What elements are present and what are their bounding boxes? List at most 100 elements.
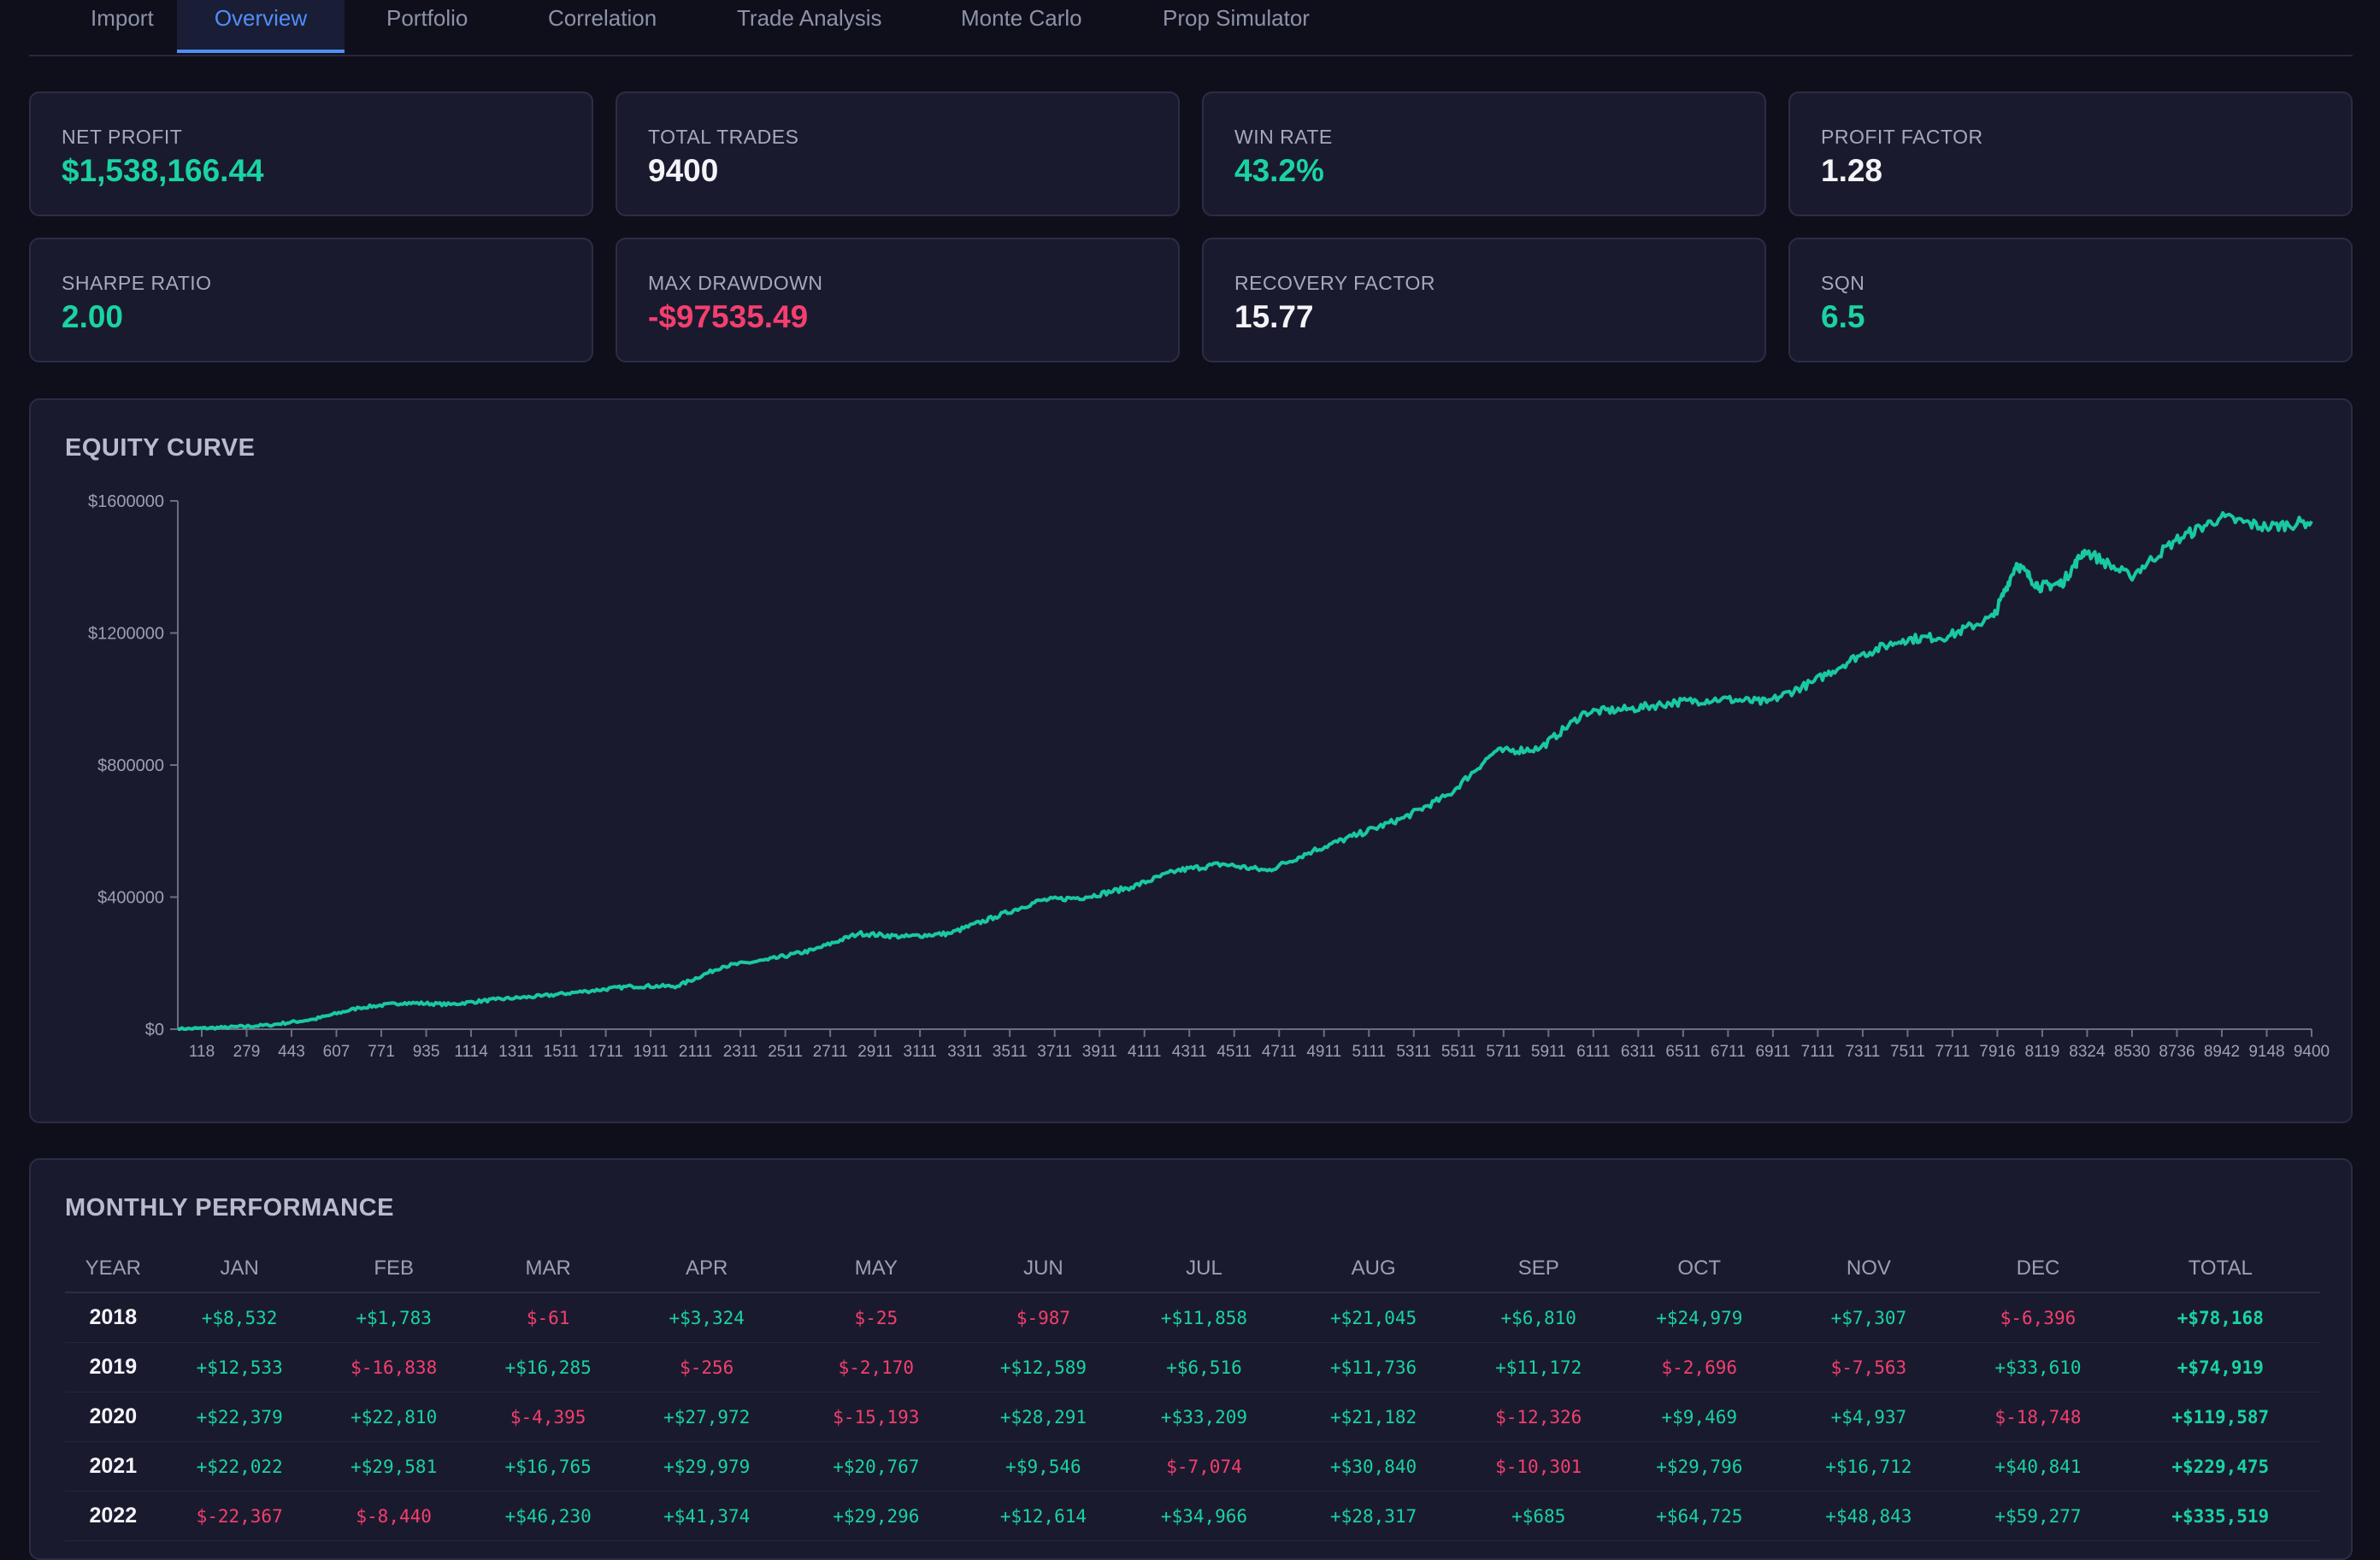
column-header[interactable]: YEAR <box>65 1245 162 1293</box>
stat-value: -$97535.49 <box>648 299 809 334</box>
x-tick-label: 771 <box>368 1043 395 1061</box>
month-cell: $-6,396 <box>1955 1292 2121 1343</box>
x-tick-label: 443 <box>278 1043 305 1061</box>
column-header[interactable]: JUL <box>1121 1245 1287 1293</box>
month-cell: $-987 <box>964 1292 1122 1343</box>
x-tick-label: 4311 <box>1172 1043 1207 1061</box>
stat-value: 1.28 <box>1821 153 1883 188</box>
column-header[interactable]: APR <box>626 1245 787 1293</box>
x-tick-label: 3511 <box>993 1043 1028 1061</box>
column-header[interactable]: FEB <box>317 1245 470 1293</box>
month-cell: +$12,614 <box>964 1491 1122 1541</box>
x-tick-label: 9148 <box>2248 1043 2284 1061</box>
year-cell: 2021 <box>65 1441 162 1492</box>
stat-label: MAX DRAWDOWN <box>648 272 823 294</box>
column-header[interactable]: JUN <box>964 1245 1122 1293</box>
month-cell: $-61 <box>469 1292 627 1343</box>
x-tick-label: 3111 <box>903 1043 936 1061</box>
year-cell: 2022 <box>65 1491 162 1541</box>
x-tick-label: 935 <box>413 1043 440 1061</box>
month-cell: +$29,979 <box>626 1441 787 1492</box>
month-cell: +$11,736 <box>1287 1342 1461 1392</box>
tab-trade-analysis[interactable]: Trade Analysis <box>737 5 882 31</box>
stat-value: 15.77 <box>1234 299 1314 334</box>
month-cell: $-256 <box>626 1342 787 1392</box>
month-cell: +$22,810 <box>317 1392 470 1442</box>
year-cell: 2020 <box>65 1392 162 1442</box>
table-row: 2022 $-22,367 $-8,440 +$46,230 +$41,374 +$29,… <box>65 1491 2320 1541</box>
stat-value: $1,538,166.44 <box>62 153 264 188</box>
stat-card-max-drawdown: MAX DRAWDOWN -$97535.49 <box>616 238 1180 362</box>
x-tick-label: 2111 <box>679 1043 712 1061</box>
total-cell: +$78,168 <box>2120 1292 2320 1343</box>
column-header[interactable]: AUG <box>1287 1245 1461 1293</box>
x-tick-label: 3311 <box>947 1043 982 1061</box>
monthly-performance-table: YEAR JAN FEB MAR APR MAY JUN JUL AUG SEP OCT NOV DEC… <box>65 1245 2320 1541</box>
year-cell: 2018 <box>65 1292 162 1343</box>
month-cell: $-22,367 <box>161 1491 318 1541</box>
series-layer <box>178 510 2313 1031</box>
column-header[interactable]: MAY <box>786 1245 965 1293</box>
month-cell: +$6,810 <box>1460 1292 1617 1343</box>
stat-card-sharpe-ratio: SHARPE RATIO 2.00 <box>29 238 593 362</box>
x-tick-label: 4911 <box>1306 1043 1341 1061</box>
x-tick-label: 8530 <box>2114 1043 2150 1061</box>
x-tick-label: 118 <box>189 1043 215 1061</box>
stat-value: 43.2% <box>1234 153 1324 188</box>
y-tick-label: $0 <box>145 1021 164 1039</box>
column-header[interactable]: OCT <box>1617 1245 1782 1293</box>
month-cell: +$1,783 <box>317 1292 470 1343</box>
x-tick-label: 4111 <box>1128 1043 1161 1061</box>
equity-series-line <box>178 510 2313 1031</box>
equity-chart[interactable]: $0 $400000 $800000 $1200000 $1600000 118 279 4… <box>31 400 2351 1121</box>
tab-monte-carlo[interactable]: Monte Carlo <box>961 5 1082 31</box>
column-header[interactable]: SEP <box>1460 1245 1617 1293</box>
stat-label: NET PROFIT <box>62 126 183 148</box>
month-cell: +$48,843 <box>1782 1491 1956 1541</box>
tab-correlation[interactable]: Correlation <box>548 5 657 31</box>
tab-import[interactable]: Import <box>91 5 154 31</box>
x-tick-label: 7711 <box>1935 1043 1970 1061</box>
month-cell: +$41,374 <box>626 1491 787 1541</box>
column-header[interactable]: DEC <box>1955 1245 2121 1293</box>
month-cell: +$28,317 <box>1287 1491 1461 1541</box>
month-cell: +$64,725 <box>1617 1491 1782 1541</box>
x-tick-label: 8942 <box>2204 1043 2240 1061</box>
month-cell: +$11,172 <box>1460 1342 1617 1392</box>
total-cell: +$119,587 <box>2120 1392 2320 1442</box>
column-header[interactable]: TOTAL <box>2120 1245 2320 1293</box>
month-cell: +$22,022 <box>161 1441 318 1492</box>
monthly-performance-panel: MONTHLY PERFORMANCE YEAR JAN FEB MAR APR MAY J… <box>29 1158 2353 1560</box>
x-tick-label: 4711 <box>1262 1043 1297 1061</box>
x-tick-label: 5511 <box>1441 1043 1476 1061</box>
stat-card-net-profit: NET PROFIT $1,538,166.44 <box>29 91 593 216</box>
x-tick-label: 8736 <box>2159 1043 2194 1061</box>
column-header[interactable]: MAR <box>469 1245 627 1293</box>
x-tick-label: 3911 <box>1082 1043 1117 1061</box>
column-header[interactable]: JAN <box>161 1245 318 1293</box>
x-tick-label: 7111 <box>1801 1043 1835 1061</box>
x-axis: 118 279 443 607 771 935 1114 1311 1511 1711 1911 21… <box>178 1028 2330 1061</box>
month-cell: +$27,972 <box>626 1392 787 1442</box>
month-cell: +$21,182 <box>1287 1392 1461 1442</box>
month-cell: +$685 <box>1460 1491 1617 1541</box>
x-tick-label: 6111 <box>1576 1043 1610 1061</box>
column-header[interactable]: NOV <box>1782 1245 1956 1293</box>
table-body: 2018 +$8,532 +$1,783 $-61 +$3,324 $-25 $-987 +$… <box>65 1292 2320 1541</box>
month-cell: +$33,209 <box>1121 1392 1287 1442</box>
x-tick-label: 8324 <box>2069 1043 2106 1061</box>
month-cell: +$12,533 <box>161 1342 318 1392</box>
tab-prop-simulator[interactable]: Prop Simulator <box>1163 5 1310 31</box>
total-cell: +$229,475 <box>2120 1441 2320 1492</box>
tab-overview[interactable]: Overview <box>177 0 345 53</box>
x-tick-label: 8119 <box>2025 1043 2060 1061</box>
month-cell: $-7,074 <box>1121 1441 1287 1492</box>
x-tick-label: 6311 <box>1621 1043 1656 1061</box>
stat-label: RECOVERY FACTOR <box>1234 272 1436 294</box>
stat-card-total-trades: TOTAL TRADES 9400 <box>616 91 1180 216</box>
y-tick-label: $400000 <box>97 889 164 908</box>
x-tick-label: 1311 <box>498 1043 533 1061</box>
tab-portfolio[interactable]: Portfolio <box>386 5 468 31</box>
table-header-row: YEAR JAN FEB MAR APR MAY JUN JUL AUG SEP OCT NOV DEC… <box>65 1245 2320 1293</box>
x-tick-label: 3711 <box>1037 1043 1072 1061</box>
